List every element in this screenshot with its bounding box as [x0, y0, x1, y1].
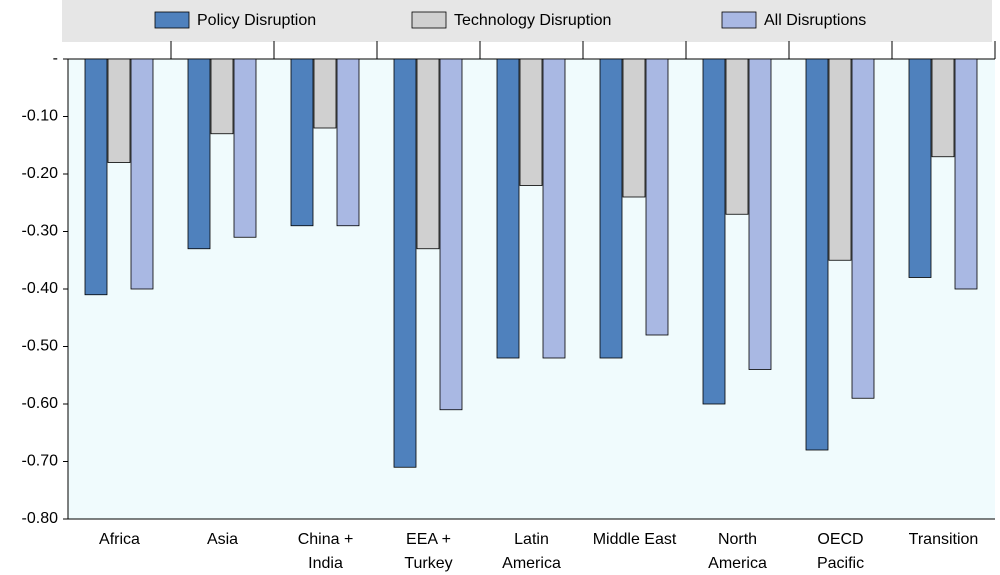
bar [416, 58, 440, 250]
legend-label: Policy Disruption [197, 12, 316, 29]
y-tick-label: -0.10 [22, 108, 59, 125]
bar [954, 58, 978, 290]
x-tick-label: Asia [206, 531, 239, 548]
y-tick-label: -0.70 [22, 453, 59, 470]
x-tick-label: China + India [297, 531, 354, 572]
bar [702, 58, 726, 405]
legend-swatch [154, 11, 190, 29]
bar [496, 58, 520, 359]
x-tick-label: Middle East [592, 531, 677, 548]
bar [290, 58, 314, 227]
x-tick-label: Latin America [502, 531, 561, 572]
legend-label: All Disruptions [764, 12, 866, 29]
bar [725, 58, 749, 215]
bar [313, 58, 337, 129]
y-tick-label: -0.20 [22, 165, 59, 182]
bar [599, 58, 623, 359]
x-tick-label: OECD Pacific [816, 531, 865, 572]
bar [908, 58, 932, 278]
bar [748, 58, 772, 370]
bar [828, 58, 852, 261]
x-tick-label: Transition [908, 531, 979, 548]
x-tick-label: Africa [99, 531, 140, 548]
bar [210, 58, 234, 135]
bar [851, 58, 875, 399]
legend-swatch [721, 11, 757, 29]
legend-label: Technology Disruption [454, 12, 611, 29]
legend-background [62, 0, 992, 42]
y-tick-label: - [53, 50, 58, 67]
y-tick-label: -0.50 [22, 338, 59, 355]
bar [931, 58, 955, 158]
bar [130, 58, 154, 290]
bar [336, 58, 360, 227]
bar [519, 58, 543, 186]
y-tick-label: -0.60 [22, 395, 59, 412]
bar [84, 58, 108, 296]
y-tick-label: -0.80 [22, 510, 59, 527]
y-tick-label: -0.40 [22, 280, 59, 297]
bar [805, 58, 829, 451]
bar [542, 58, 566, 359]
x-tick-label: EEA + Turkey [404, 531, 453, 572]
bar [187, 58, 211, 250]
legend-swatch [411, 11, 447, 29]
bar [645, 58, 669, 336]
bar [107, 58, 131, 163]
bar [439, 58, 463, 411]
y-tick-label: -0.30 [22, 223, 59, 240]
bar [622, 58, 646, 198]
bar [233, 58, 257, 238]
bar [393, 58, 417, 468]
x-tick-label: North America [708, 531, 767, 572]
